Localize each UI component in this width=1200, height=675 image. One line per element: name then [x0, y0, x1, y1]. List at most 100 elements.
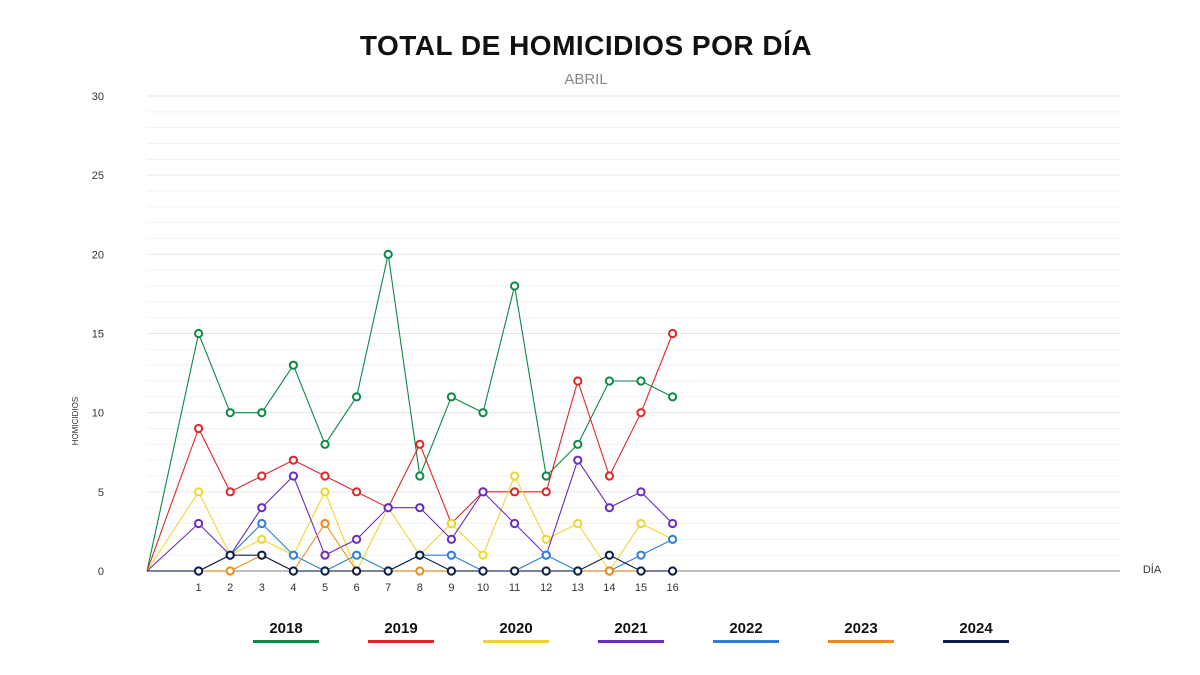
y-tick-label: 30: [92, 91, 104, 103]
data-point: [257, 534, 267, 544]
data-point: [257, 408, 267, 418]
data-point: [573, 376, 583, 386]
legend-swatch: [713, 640, 779, 643]
data-point: [383, 249, 393, 259]
data-point: [288, 455, 298, 465]
data-point: [288, 566, 298, 576]
data-point: [446, 534, 456, 544]
series-line: [147, 554, 673, 572]
series-group: [146, 249, 678, 576]
data-point: [352, 392, 362, 402]
data-point: [509, 518, 520, 529]
data-point: [415, 550, 425, 560]
data-point: [225, 550, 235, 560]
data-point: [573, 566, 583, 576]
x-tick-label: 5: [322, 582, 328, 594]
legend-item-2023: 2023: [828, 620, 894, 643]
y-tick-label: 0: [98, 566, 104, 578]
x-axis-label: DÍA: [1143, 563, 1162, 576]
data-point: [636, 550, 646, 560]
data-point: [446, 566, 456, 576]
legend-label: 2018: [269, 620, 303, 637]
data-point: [320, 566, 330, 576]
data-point: [320, 518, 330, 529]
series-2021: [146, 455, 678, 572]
data-point: [541, 471, 551, 481]
data-point: [320, 439, 330, 449]
data-point: [668, 518, 678, 529]
x-tick-label: 7: [385, 582, 391, 594]
data-point: [478, 566, 488, 576]
legend-label: 2023: [844, 620, 878, 637]
legend-item-2021: 2021: [598, 620, 664, 643]
data-point: [604, 376, 615, 386]
data-point: [668, 392, 678, 402]
data-point: [509, 281, 520, 291]
data-point: [194, 328, 204, 339]
data-point: [225, 487, 235, 497]
data-point: [509, 471, 520, 481]
legend-swatch: [253, 640, 319, 643]
x-tick-label: 3: [259, 582, 265, 594]
data-point: [415, 503, 425, 513]
data-point: [636, 408, 646, 418]
data-point: [541, 550, 551, 560]
data-point: [668, 566, 678, 576]
data-point: [604, 566, 615, 576]
legend-item-2024: 2024: [943, 620, 1009, 643]
x-tick-label: 4: [290, 582, 296, 594]
data-point: [352, 487, 362, 497]
data-point: [352, 550, 362, 560]
legend-label: 2024: [959, 620, 993, 637]
data-point: [541, 566, 551, 576]
legend-label: 2019: [384, 620, 418, 637]
data-point: [194, 487, 204, 497]
data-point: [288, 550, 298, 560]
legend: 2018 2019 2020 2021 2022 2023 2024: [0, 620, 1200, 650]
data-point: [604, 550, 615, 560]
data-point: [225, 566, 235, 576]
data-point: [478, 550, 488, 560]
data-point: [478, 487, 488, 497]
data-point: [415, 471, 425, 481]
x-tick-label: 12: [540, 582, 552, 594]
legend-swatch: [943, 640, 1009, 643]
series-2019: [146, 328, 678, 572]
data-point: [509, 487, 520, 497]
data-point: [478, 408, 488, 418]
data-point: [194, 566, 204, 576]
data-point: [320, 471, 330, 481]
data-point: [509, 566, 520, 576]
x-tick-label: 9: [448, 582, 454, 594]
y-axis-label: HOMICIDIOS: [71, 397, 80, 445]
legend-label: 2021: [614, 620, 648, 637]
data-point: [257, 471, 267, 481]
data-point: [636, 487, 646, 497]
legend-swatch: [483, 640, 549, 643]
y-tick-label: 5: [98, 487, 104, 499]
data-point: [446, 518, 456, 529]
data-point: [288, 360, 298, 370]
data-point: [668, 534, 678, 544]
x-tick-label: 8: [417, 582, 423, 594]
x-tick-label: 2: [227, 582, 233, 594]
x-tick-label: 15: [635, 582, 647, 594]
y-tick-label: 10: [92, 408, 104, 420]
data-point: [636, 376, 646, 386]
legend-swatch: [828, 640, 894, 643]
data-point: [541, 534, 551, 544]
data-point: [257, 518, 267, 529]
legend-item-2020: 2020: [483, 620, 549, 643]
data-point: [446, 392, 456, 402]
chart-subtitle: ABRIL: [564, 71, 608, 88]
data-point: [225, 408, 235, 418]
data-point: [352, 534, 362, 544]
y-tick-label: 20: [92, 249, 104, 261]
data-point: [446, 550, 456, 560]
series-2018: [146, 249, 678, 572]
y-tick-label: 25: [92, 170, 104, 182]
legend-label: 2022: [729, 620, 763, 637]
x-tick-label: 11: [509, 582, 520, 594]
data-point: [257, 503, 267, 513]
